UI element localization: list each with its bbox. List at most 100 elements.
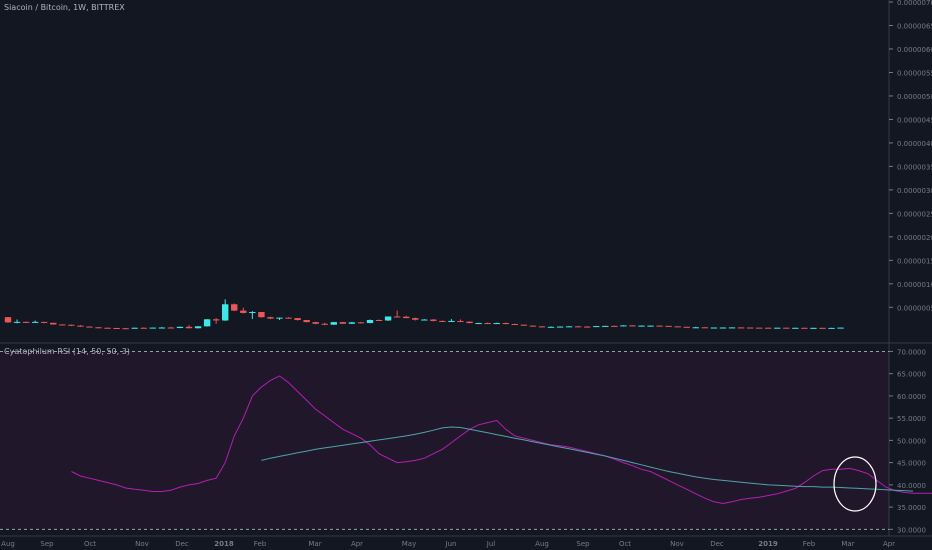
candle-body	[484, 323, 491, 325]
candle-body	[737, 327, 745, 329]
candle-body	[565, 326, 573, 328]
candle-body	[529, 325, 537, 327]
time-tick-label: Mar	[841, 540, 854, 548]
candlestick-series	[4, 299, 844, 330]
time-tick-label: Mar	[308, 540, 321, 548]
candle-body	[113, 327, 120, 329]
candle-body	[538, 326, 546, 328]
highlight-ellipse	[833, 456, 877, 512]
rsi-tick-label: 35.0000	[897, 504, 926, 512]
candle-body	[448, 320, 455, 322]
time-tick-label: Dec	[175, 540, 189, 548]
candle-body	[828, 327, 835, 329]
candle-body	[502, 323, 509, 325]
time-tick-label: Jun	[445, 540, 457, 548]
candle-body	[810, 327, 817, 329]
candle-body	[276, 317, 283, 319]
candle-body	[258, 312, 265, 318]
candle-body	[348, 322, 356, 324]
candle-body	[194, 326, 202, 329]
rsi-tick-label: 65.0000	[897, 371, 926, 379]
candle-body	[620, 325, 627, 327]
candle-body	[665, 325, 672, 327]
candle-body	[466, 321, 473, 324]
time-tick-label: 2018	[214, 540, 234, 548]
time-tick-label: Feb	[803, 540, 816, 548]
price-tick-label: 0.00000600	[897, 46, 932, 54]
candle-body	[701, 327, 709, 329]
candle-body	[819, 327, 826, 329]
candle-body	[158, 327, 166, 329]
candle-body	[439, 320, 446, 322]
candle-body	[68, 324, 75, 326]
candle-body	[312, 322, 319, 324]
candle-body	[330, 322, 337, 325]
symbol-title: Siacoin / Bitcoin, 1W, BITTREX	[4, 3, 125, 12]
price-tick-label: 0.00000650	[897, 22, 932, 30]
highlight-circle	[833, 456, 877, 512]
candle-body	[267, 317, 274, 319]
price-tick-label: 0.00000550	[897, 69, 932, 77]
candle-body	[212, 319, 220, 321]
candle-body	[692, 327, 699, 329]
price-tick-label: 0.00000700	[897, 0, 932, 7]
candle-body	[774, 327, 781, 329]
rsi-axis: 70.0000 65.0000 60.0000 55.0000 50.0000 45.00…	[0, 348, 926, 534]
time-tick-label: Nov	[135, 540, 149, 548]
time-tick-label: Apr	[883, 540, 895, 548]
candle-body	[31, 321, 39, 323]
candle-body	[384, 316, 392, 321]
candle-body	[176, 326, 184, 328]
candle-body	[647, 325, 654, 327]
time-tick-label: Sep	[576, 540, 590, 548]
candle-body	[375, 320, 383, 321]
candle-body	[792, 327, 799, 329]
price-tick-label: 0.00000250	[897, 210, 932, 218]
candle-body	[22, 321, 30, 323]
candle-body	[294, 318, 301, 320]
candle-body	[457, 320, 464, 322]
rsi-tick-label: 50.0000	[897, 437, 926, 445]
candle-body	[593, 326, 600, 328]
candle-body	[122, 328, 129, 330]
price-tick-label: 0.00000150	[897, 257, 932, 265]
time-tick-label: Oct	[84, 540, 96, 548]
candle-body	[602, 325, 609, 327]
candle-body	[149, 327, 156, 329]
candle-body	[339, 322, 347, 324]
candle-body	[95, 327, 102, 329]
candle-body	[13, 321, 21, 323]
candle-body	[421, 319, 428, 321]
candle-body	[185, 326, 193, 329]
candle-body	[584, 326, 591, 328]
time-tick-label: Sep	[40, 540, 54, 548]
candle-body	[629, 325, 636, 327]
rsi-line	[71, 375, 932, 505]
candle-body	[520, 324, 528, 326]
candle-body	[674, 326, 681, 328]
price-tick-label: 0.00000350	[897, 163, 932, 171]
indicator-title: Cyatophilum RSI (14, 50, 50, 3)	[4, 347, 130, 356]
candle-body	[710, 327, 718, 329]
candle-body	[574, 326, 582, 328]
candle-body	[746, 327, 754, 329]
time-tick-label: Oct	[619, 540, 631, 548]
candle-body	[321, 323, 328, 325]
candle-body	[511, 323, 518, 325]
rsi-tick-label: 45.0000	[897, 460, 926, 468]
price-tick-label: 0.00000450	[897, 116, 932, 124]
candle-body	[167, 327, 175, 329]
candle-body	[249, 312, 256, 314]
time-tick-label: Nov	[670, 540, 684, 548]
candle-body	[430, 319, 437, 321]
candle-body	[683, 326, 690, 328]
candle-body	[837, 327, 844, 329]
candle-body	[611, 325, 618, 327]
candle-body	[403, 316, 410, 319]
candle-body	[755, 327, 763, 329]
time-tick-label: Apr	[351, 540, 363, 548]
candle-body	[656, 325, 663, 327]
candle-body	[77, 325, 84, 327]
price-tick-label: 0.00000050	[897, 304, 932, 312]
